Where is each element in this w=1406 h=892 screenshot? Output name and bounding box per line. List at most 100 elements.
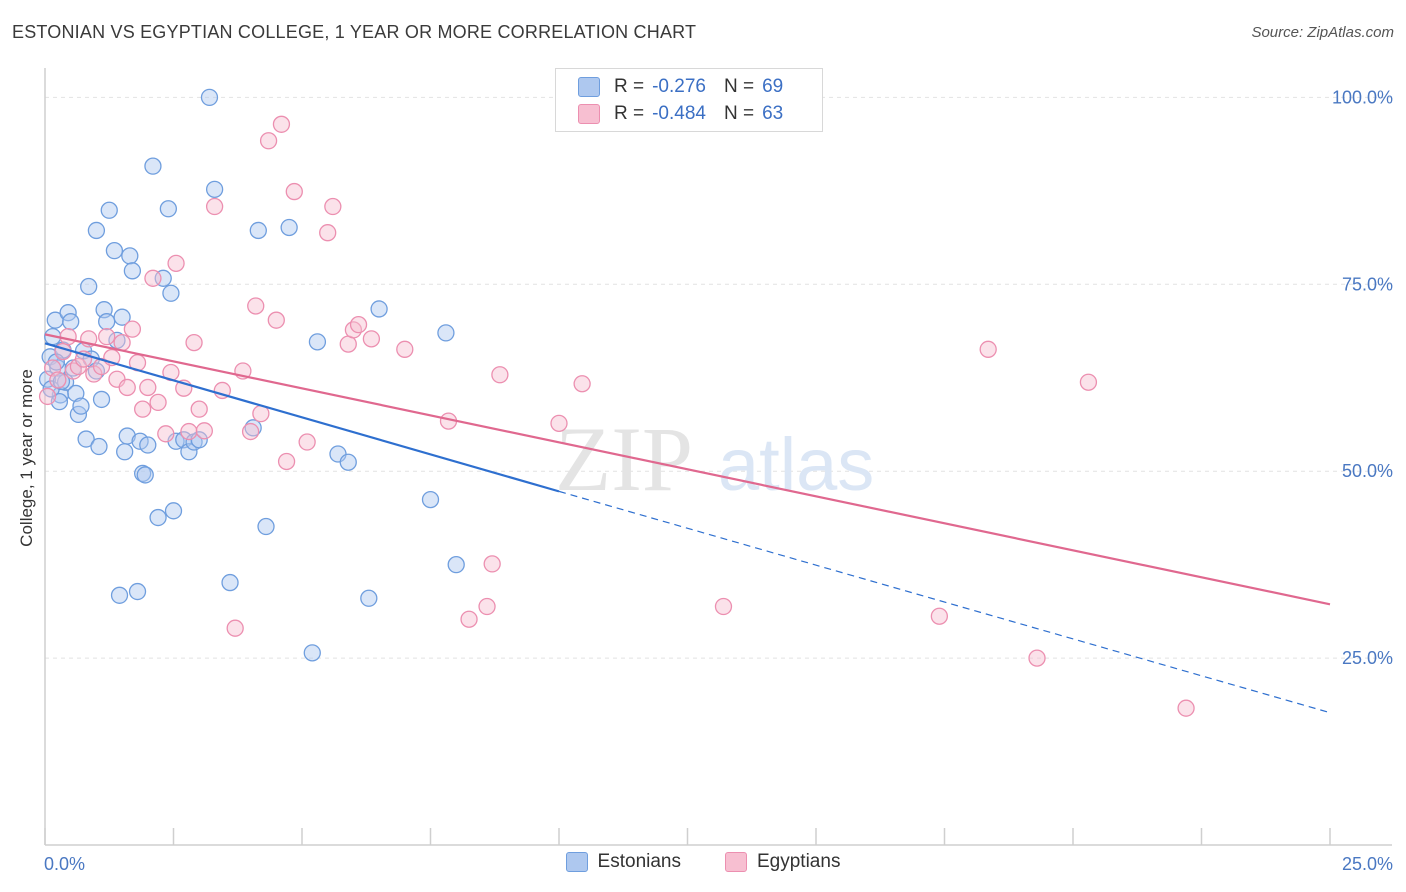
axes <box>44 68 1392 846</box>
data-point <box>285 182 303 201</box>
data-point <box>241 422 260 441</box>
bottom-legend-egyptians[interactable]: Egyptians <box>725 851 840 873</box>
data-point <box>190 400 208 418</box>
data-point <box>180 443 198 461</box>
bottom-legend-label: Estonians <box>597 851 681 872</box>
data-point <box>437 324 455 342</box>
data-point <box>92 390 111 409</box>
data-point <box>249 221 267 240</box>
data-point <box>460 610 478 628</box>
data-point <box>118 427 136 445</box>
bottom-legend-swatch-pink <box>725 852 747 872</box>
data-point <box>49 371 67 389</box>
trend-line-egyptians <box>44 333 1331 606</box>
data-point <box>478 597 496 616</box>
data-point <box>421 490 440 509</box>
data-point <box>396 340 414 358</box>
legend-swatch-blue <box>578 77 600 97</box>
data-point <box>257 517 275 536</box>
chart-title: ESTONIAN VS EGYPTIAN COLLEGE, 1 YEAR OR … <box>12 22 697 42</box>
y-tick-label: 50.0% <box>1342 461 1393 481</box>
x-tick-label: 25.0% <box>1342 854 1393 874</box>
data-point <box>360 589 378 607</box>
data-point <box>134 400 152 418</box>
trend-lines <box>44 333 1331 714</box>
data-point <box>280 218 298 237</box>
watermark-atlas: atlas <box>718 423 874 506</box>
data-point <box>180 422 198 441</box>
data-point <box>221 573 239 592</box>
data-point <box>128 582 147 601</box>
data-point <box>110 586 129 604</box>
data-point <box>149 393 167 412</box>
data-point <box>349 316 368 334</box>
data-point <box>100 201 118 219</box>
data-point <box>90 437 108 456</box>
data-point <box>195 422 213 440</box>
bottom-legend-estonians[interactable]: Estonians <box>565 851 681 873</box>
data-point <box>200 88 219 107</box>
data-point <box>98 327 116 346</box>
legend-r-label: R = <box>614 76 645 97</box>
data-point <box>38 387 57 406</box>
legend-row-egyptians: R = -0.484 N = 63 <box>578 101 783 127</box>
data-point <box>105 241 124 260</box>
data-point <box>308 333 327 351</box>
data-point <box>118 378 136 397</box>
y-axis-title: College, 1 year or more <box>17 369 36 547</box>
bottom-legend-swatch-blue <box>565 852 588 872</box>
data-point <box>139 436 157 454</box>
data-point <box>491 366 509 384</box>
data-point <box>1079 373 1098 391</box>
legend-n-value: 63 <box>762 103 784 124</box>
data-point <box>1177 699 1195 717</box>
tick-labels: 25.0% 50.0% 75.0% 100.0% 0.0% 25.0% <box>44 87 1393 874</box>
data-point <box>113 308 131 326</box>
data-point <box>162 284 180 302</box>
data-point <box>447 555 465 574</box>
watermark-zip: ZIP <box>555 408 693 510</box>
gridlines <box>45 96 1392 659</box>
data-point <box>80 277 98 296</box>
data-point <box>123 320 142 338</box>
legend: R = -0.276 N = 69 R = -0.484 N = 63 <box>555 68 823 132</box>
data-point <box>573 375 591 393</box>
trend-line-estonians <box>44 342 560 493</box>
data-point <box>550 414 568 432</box>
legend-n-label: N = <box>723 76 755 97</box>
x-tick-label: 0.0% <box>44 854 85 874</box>
data-point <box>59 327 77 346</box>
legend-row-estonians: R = -0.276 N = 69 <box>578 74 783 100</box>
data-point <box>319 224 337 242</box>
data-point <box>930 607 949 625</box>
data-point <box>77 430 95 448</box>
data-point <box>205 180 224 198</box>
data-point <box>247 297 265 315</box>
data-point <box>277 452 296 471</box>
data-point <box>113 333 131 352</box>
series-estonians <box>38 88 465 662</box>
legend-r-label: R = <box>614 103 645 124</box>
data-point <box>205 197 224 216</box>
data-point <box>116 443 134 461</box>
data-point <box>144 269 162 287</box>
data-point <box>324 197 342 216</box>
data-point <box>259 132 278 150</box>
trend-line-estonians-extension <box>558 490 1331 714</box>
data-point <box>362 330 381 348</box>
watermark: ZIP atlas <box>555 408 874 510</box>
data-point <box>1028 649 1046 667</box>
data-point <box>139 378 157 397</box>
data-point <box>159 200 178 218</box>
data-point <box>979 340 997 358</box>
data-point <box>164 502 183 520</box>
data-point <box>226 619 244 637</box>
data-point <box>149 508 167 527</box>
data-point <box>62 313 80 331</box>
data-point <box>267 311 285 329</box>
y-tick-label: 25.0% <box>1342 648 1393 668</box>
data-point <box>72 397 90 415</box>
data-point <box>167 254 185 273</box>
data-point <box>136 466 154 484</box>
